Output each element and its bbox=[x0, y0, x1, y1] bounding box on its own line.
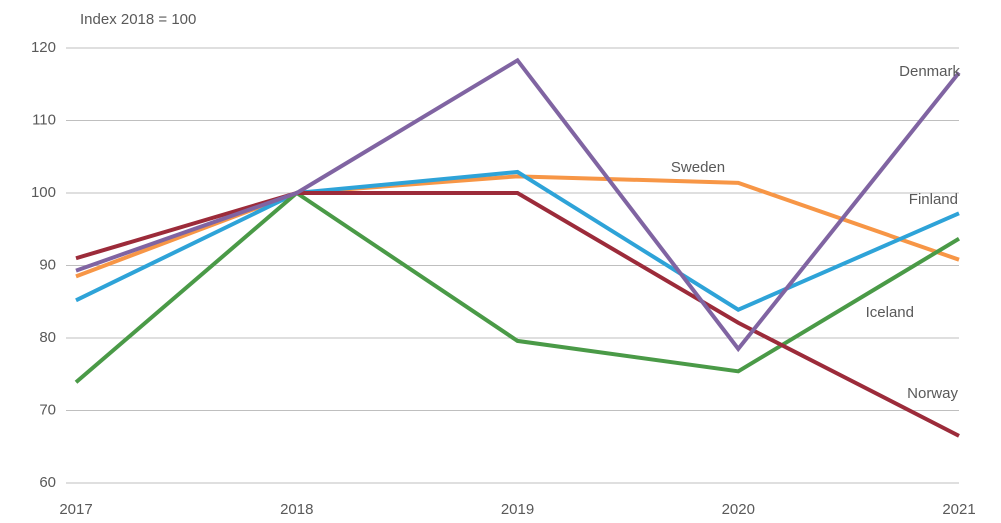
x-tick-label: 2019 bbox=[501, 501, 534, 518]
x-tick-label: 2021 bbox=[942, 501, 975, 518]
series-line bbox=[75, 169, 960, 312]
y-tick-label: 110 bbox=[32, 111, 56, 128]
y-tick-label: 120 bbox=[31, 39, 56, 56]
annotation: Index 2018 = 100 bbox=[80, 11, 196, 28]
x-tick-label: 2017 bbox=[59, 501, 92, 518]
series-line bbox=[74, 190, 961, 384]
series-label: Finland bbox=[909, 191, 958, 208]
series-label: Iceland bbox=[866, 304, 914, 321]
x-tick-label: 2020 bbox=[722, 501, 755, 518]
series-label: Norway bbox=[907, 385, 958, 402]
x-tick-label: 2018 bbox=[280, 501, 313, 518]
y-tick-label: 70 bbox=[39, 401, 56, 418]
y-tick-label: 90 bbox=[39, 256, 56, 273]
y-tick-label: 60 bbox=[39, 474, 56, 491]
series-label: Sweden bbox=[671, 159, 725, 176]
series-line bbox=[75, 57, 961, 353]
series-line bbox=[75, 191, 960, 438]
series-label: Denmark bbox=[899, 63, 960, 80]
y-tick-label: 80 bbox=[39, 329, 56, 346]
y-tick-label: 100 bbox=[31, 184, 56, 201]
